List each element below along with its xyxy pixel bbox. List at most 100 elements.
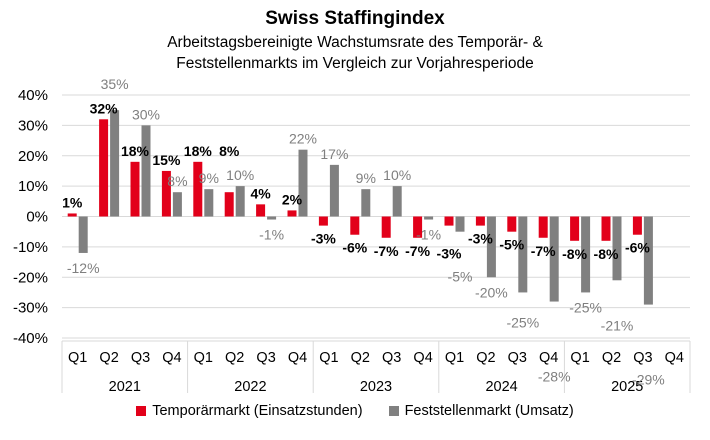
data-label-feststellen: 17% (320, 146, 348, 162)
y-tick-label: 0% (26, 209, 48, 226)
bar-temporaer (570, 216, 580, 241)
data-label-temporaer: 2% (282, 191, 303, 207)
y-tick-label: 20% (18, 148, 48, 165)
data-label-feststellen: -25% (569, 299, 602, 315)
year-label: 2024 (485, 379, 517, 395)
bar-temporaer (130, 161, 140, 217)
bar-temporaer (538, 216, 548, 238)
legend-label-feststellen: Feststellenmarkt (Umsatz) (404, 403, 574, 419)
bar-temporaer (67, 213, 77, 217)
y-tick-label: 10% (18, 178, 48, 195)
bar-feststellen (518, 216, 528, 293)
data-label-temporaer: -6% (342, 240, 367, 256)
data-label-temporaer: -5% (499, 237, 524, 253)
x-tick-label: Q2 (225, 350, 244, 366)
data-label-temporaer: 15% (152, 152, 181, 168)
bar-feststellen (392, 186, 402, 217)
bar-feststellen (455, 216, 465, 232)
data-label-temporaer: -8% (594, 246, 619, 262)
data-label-temporaer: 18% (121, 143, 150, 159)
bar-feststellen (204, 189, 214, 217)
data-label-temporaer: -7% (531, 243, 556, 259)
bar-feststellen (486, 216, 496, 278)
chart-subtitle-line2: Feststellenmarkts im Vergleich zur Vorja… (176, 55, 534, 72)
data-label-temporaer: -7% (405, 243, 430, 259)
x-tick-label: Q3 (508, 350, 527, 366)
bar-feststellen (110, 110, 120, 217)
data-label-feststellen: -1% (259, 227, 284, 243)
data-label-temporaer: 18% (184, 143, 213, 159)
x-tick-label: Q1 (68, 350, 87, 366)
y-tick-label: -10% (13, 239, 48, 256)
bar-temporaer (287, 210, 297, 217)
bar-feststellen (172, 192, 182, 217)
bar-feststellen (549, 216, 559, 302)
bar-temporaer (161, 170, 171, 217)
data-label-feststellen: -1% (416, 227, 441, 243)
x-tick-label: Q4 (162, 350, 181, 366)
data-label-feststellen: 9% (199, 170, 219, 186)
x-tick-label: Q3 (382, 350, 401, 366)
x-tick-label: Q1 (445, 350, 464, 366)
year-label: 2023 (360, 379, 392, 395)
legend-item-temporaer: Temporärmarkt (Einsatzstunden) (136, 403, 363, 419)
legend-swatch-temporaer (136, 406, 147, 416)
x-tick-label: Q4 (539, 350, 558, 366)
bar-feststellen (329, 164, 339, 217)
bar-temporaer (224, 192, 234, 217)
data-label-feststellen: -29% (632, 372, 665, 388)
x-tick-label: Q4 (665, 350, 684, 366)
x-tick-label: Q2 (476, 350, 495, 366)
bar-feststellen (235, 186, 245, 217)
data-label-temporaer: -7% (374, 243, 399, 259)
bar-temporaer (601, 216, 611, 241)
data-label-temporaer: -8% (562, 246, 587, 262)
legend: Temporärmarkt (Einsatzstunden) Feststell… (0, 403, 710, 419)
y-tick-label: 40% (18, 87, 48, 104)
bar-feststellen (581, 216, 591, 293)
bar-feststellen (78, 216, 88, 253)
bar-feststellen (361, 189, 371, 217)
data-label-feststellen: -20% (475, 284, 508, 300)
bar-temporaer (507, 216, 517, 232)
x-tick-label: Q4 (288, 350, 307, 366)
x-tick-label: Q3 (256, 350, 275, 366)
bar-temporaer (444, 216, 454, 226)
x-tick-label: Q2 (351, 350, 370, 366)
data-label-feststellen: -5% (448, 269, 473, 285)
data-label-temporaer: 32% (90, 100, 119, 116)
data-label-feststellen: -28% (538, 369, 571, 385)
data-label-temporaer: -3% (468, 231, 493, 247)
bar-temporaer (318, 216, 328, 226)
bar-temporaer (193, 161, 203, 217)
legend-swatch-feststellen (388, 406, 399, 416)
bar-temporaer (256, 204, 266, 217)
data-label-temporaer: -3% (311, 231, 336, 247)
bar-feststellen (612, 216, 622, 281)
data-label-temporaer: 8% (219, 143, 240, 159)
x-tick-label: Q2 (602, 350, 621, 366)
bar-feststellen (267, 216, 277, 220)
bar-temporaer (475, 216, 485, 226)
bar-feststellen (424, 216, 434, 220)
data-label-feststellen: -12% (67, 260, 100, 276)
legend-label-temporaer: Temporärmarkt (Einsatzstunden) (152, 403, 363, 419)
bar-temporaer (381, 216, 391, 238)
x-tick-label: Q1 (319, 350, 338, 366)
x-tick-label: Q2 (99, 350, 118, 366)
data-label-feststellen: 35% (101, 76, 129, 92)
year-label: 2022 (234, 379, 266, 395)
bar-feststellen (643, 216, 653, 305)
y-tick-label: -30% (13, 300, 48, 317)
y-tick-label: -40% (13, 330, 48, 347)
data-label-feststellen: 9% (356, 170, 376, 186)
data-label-feststellen: 22% (289, 131, 317, 147)
bar-feststellen (141, 125, 151, 217)
data-label-feststellen: -25% (506, 314, 539, 330)
data-label-feststellen: 10% (383, 167, 411, 183)
data-label-feststellen: -21% (601, 317, 634, 333)
x-tick-label: Q1 (194, 350, 213, 366)
year-label: 2025 (611, 379, 643, 395)
chart-title: Swiss Staffingindex (265, 8, 445, 29)
